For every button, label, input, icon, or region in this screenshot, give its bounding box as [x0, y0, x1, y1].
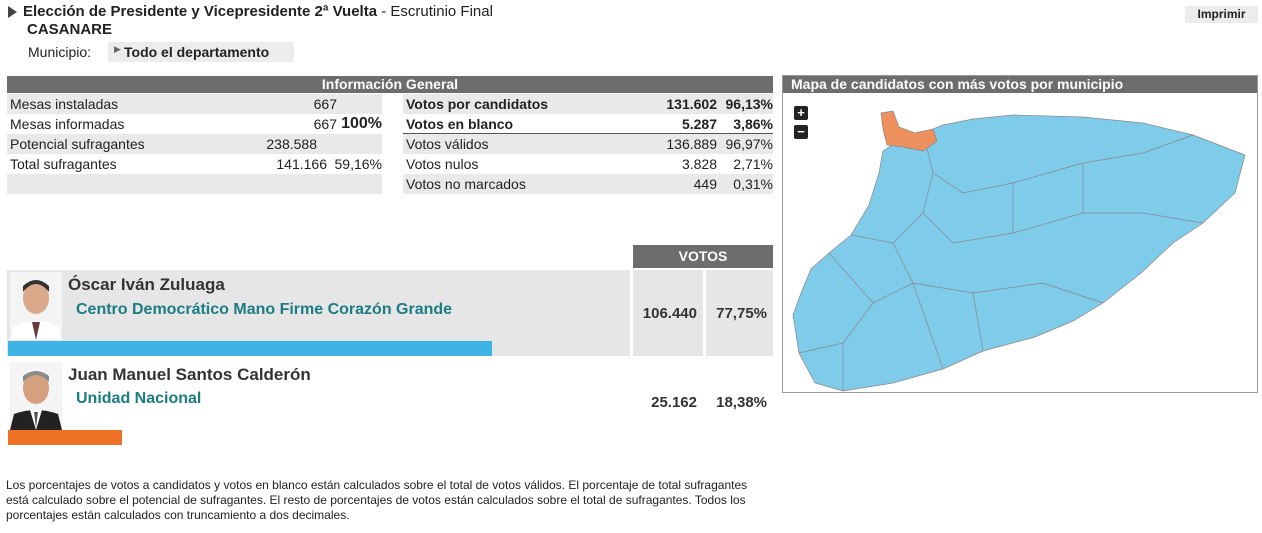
row-percent: 96,97%	[725, 136, 773, 152]
municipio-label: Municipio:	[28, 44, 92, 60]
row-value: 131.602	[666, 96, 717, 112]
table-row: Votos no marcados 449 0,31%	[403, 174, 773, 194]
row-label: Potencial sufragantes	[10, 136, 145, 152]
row-value: 141.166	[276, 156, 327, 172]
table-row: Votos nulos 3.828 2,71%	[403, 154, 773, 174]
footnote: Los porcentajes de votos a candidatos y …	[6, 478, 748, 522]
cell-bg	[706, 270, 773, 356]
candidate-bar	[8, 341, 492, 356]
row-percent: 2,71%	[733, 156, 773, 172]
table-row: Mesas informadas 667 100%	[7, 114, 382, 134]
candidate-name: Juan Manuel Santos Calderón	[68, 365, 311, 384]
row-percent: 100%	[341, 115, 382, 132]
candidate-photo	[10, 362, 62, 430]
candidate-name: Óscar Iván Zuluaga	[68, 275, 225, 294]
table-row: Votos por candidatos 131.602 96,13%	[403, 94, 773, 114]
title: Elección de Presidente y Vicepresidente …	[23, 3, 493, 20]
row-label: Total sufragantes	[10, 156, 117, 172]
row-label: Mesas instaladas	[10, 96, 119, 112]
municipal-borders	[798, 132, 1204, 391]
region: CASANARE	[27, 21, 113, 38]
row-label: Votos válidos	[406, 136, 489, 152]
table-row: Total sufragantes 141.166 59,16%	[7, 154, 382, 174]
arrow-icon	[8, 6, 17, 18]
row-value: 667	[313, 116, 337, 132]
department-shape	[792, 114, 1246, 392]
row-percent: 59,16%	[334, 156, 382, 172]
map-panel: Mapa de candidatos con más votos por mun…	[782, 75, 1258, 393]
table-row: Votos válidos 136.889 96,97%	[403, 134, 773, 154]
zoom-out[interactable]: −	[794, 125, 808, 139]
candidate-percent: 18,38%	[716, 394, 767, 411]
row-percent: 0,31%	[733, 176, 773, 192]
municipio-value: Todo el departamento	[124, 44, 270, 60]
table-row: Mesas instaladas 667	[7, 94, 382, 114]
table-row: Potencial sufragantes 238.588	[7, 134, 382, 154]
row-percent: 96,13%	[725, 96, 773, 112]
zoom-in[interactable]: +	[794, 106, 808, 120]
row-label: Votos nulos	[406, 156, 479, 172]
map[interactable]	[783, 93, 1257, 392]
row-value: 3.828	[681, 156, 717, 172]
print-button[interactable]: Imprimir	[1185, 6, 1258, 23]
row-value: 136.889	[666, 136, 717, 152]
title-rest: - Escrutinio Final	[381, 3, 493, 20]
row-label: Votos no marcados	[406, 176, 526, 192]
candidate-photo	[10, 272, 62, 340]
candidate-votes: 25.162	[651, 394, 697, 411]
candidate-percent: 77,75%	[716, 305, 767, 322]
row-percent: 3,86%	[733, 116, 773, 132]
candidate-party: Unidad Nacional	[76, 390, 202, 407]
row-value: 449	[693, 176, 717, 192]
title-bold: Elección de Presidente y Vicepresidente …	[23, 3, 378, 20]
row-value: 5.287	[681, 116, 717, 132]
row-label: Votos en blanco	[406, 116, 514, 132]
row-value: 667	[313, 96, 337, 112]
table-row	[7, 174, 382, 194]
row-label: Mesas informadas	[10, 116, 125, 132]
winner-region	[880, 110, 938, 152]
candidate-party: Centro Democrático Mano Firme Corazón Gr…	[76, 301, 453, 318]
row-label: Votos por candidatos	[406, 96, 549, 112]
map-title: Mapa de candidatos con más votos por mun…	[783, 76, 1257, 93]
candidate-bar	[8, 430, 123, 445]
candidate-votes: 106.440	[642, 305, 697, 322]
votes-header: VOTOS	[633, 245, 773, 268]
table-row: Votos en blanco 5.287 3,86%	[403, 114, 773, 134]
section-header: Información General	[7, 76, 773, 93]
cell-bg	[633, 270, 703, 356]
row-value: 238.588	[266, 136, 317, 152]
municipio-dropdown[interactable]: ▶ Todo el departamento	[108, 42, 294, 62]
